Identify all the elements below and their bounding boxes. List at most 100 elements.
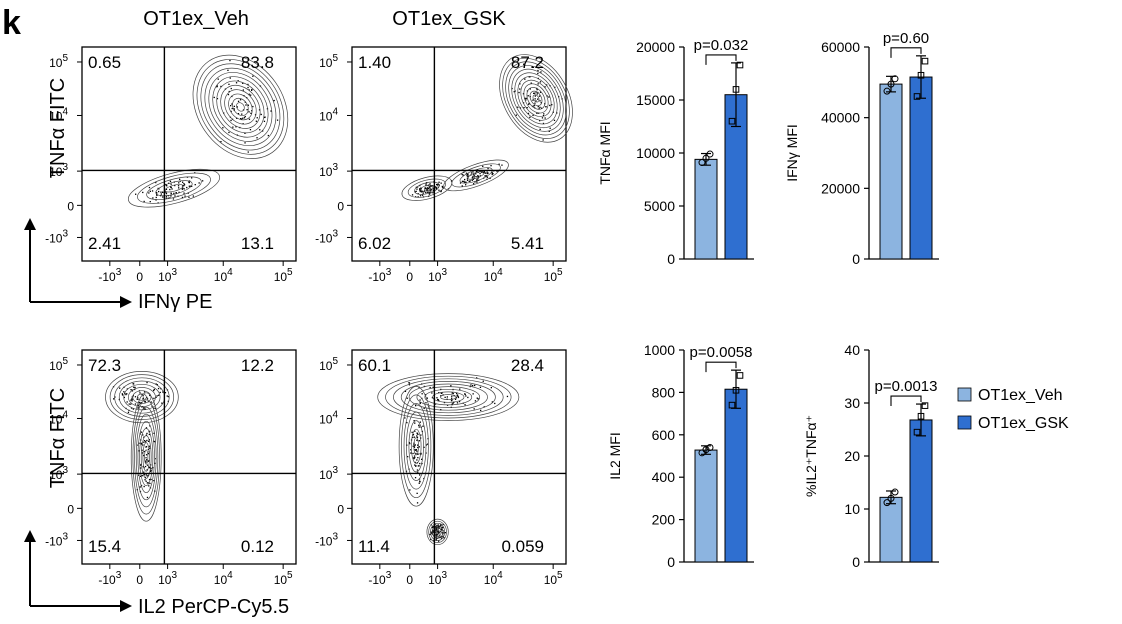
event-dot bbox=[183, 183, 185, 185]
density-contour bbox=[428, 520, 447, 543]
event-dot bbox=[456, 402, 459, 404]
event-dot bbox=[418, 446, 420, 448]
density-contour bbox=[432, 391, 465, 403]
event-dot bbox=[506, 395, 509, 398]
event-dot bbox=[145, 457, 147, 459]
event-dot bbox=[487, 172, 489, 174]
event-dot bbox=[146, 496, 149, 499]
event-dot bbox=[473, 408, 475, 410]
event-dot bbox=[418, 440, 420, 442]
event-dot bbox=[498, 163, 500, 165]
event-dot bbox=[494, 402, 496, 405]
event-dot bbox=[440, 190, 442, 192]
density-contour bbox=[431, 525, 444, 539]
event-dot bbox=[533, 105, 535, 107]
event-dot bbox=[126, 393, 128, 395]
event-dot bbox=[419, 480, 421, 482]
event-dot bbox=[142, 397, 145, 399]
event-dot bbox=[518, 91, 520, 94]
density-contour bbox=[140, 435, 152, 479]
event-dot bbox=[485, 172, 487, 174]
event-dot bbox=[263, 116, 266, 119]
event-dot bbox=[451, 395, 453, 397]
quadrant-value-q1: 1.40 bbox=[358, 53, 391, 72]
event-dot bbox=[482, 172, 484, 174]
event-dot bbox=[419, 399, 421, 401]
event-dot bbox=[145, 460, 147, 462]
event-dot bbox=[533, 92, 535, 94]
event-dot bbox=[149, 482, 151, 485]
event-dot bbox=[172, 198, 175, 200]
event-dot bbox=[232, 126, 234, 128]
event-dot bbox=[529, 116, 531, 118]
event-dot bbox=[121, 394, 124, 396]
event-dot bbox=[468, 180, 470, 182]
data-point bbox=[736, 61, 744, 69]
event-dot bbox=[416, 469, 419, 471]
event-dot bbox=[530, 82, 532, 84]
event-dot bbox=[237, 113, 240, 115]
event-dot bbox=[442, 535, 444, 537]
event-dot bbox=[150, 478, 152, 481]
event-dot bbox=[174, 195, 176, 197]
event-dot bbox=[471, 179, 473, 181]
event-dot bbox=[491, 401, 493, 403]
event-dot bbox=[536, 93, 538, 95]
event-dot bbox=[182, 187, 184, 189]
event-dot bbox=[154, 441, 156, 443]
event-dot bbox=[479, 386, 482, 388]
data-point bbox=[921, 57, 929, 65]
event-dot bbox=[154, 462, 156, 464]
event-dot bbox=[148, 433, 150, 436]
event-dot bbox=[158, 188, 160, 190]
event-dot bbox=[143, 406, 145, 409]
event-dot bbox=[432, 189, 434, 191]
y-tick-label: 0 bbox=[852, 251, 860, 267]
event-dot bbox=[183, 188, 185, 190]
event-dot bbox=[151, 190, 154, 192]
event-dot bbox=[140, 443, 143, 445]
event-dot bbox=[153, 397, 155, 399]
event-dot bbox=[164, 392, 167, 394]
density-contour bbox=[127, 387, 156, 408]
density-contour bbox=[385, 375, 512, 419]
event-dot bbox=[539, 106, 541, 108]
y-tick-exponent: 3 bbox=[62, 228, 68, 239]
event-dot bbox=[540, 107, 543, 109]
event-dot bbox=[149, 467, 151, 469]
event-dot bbox=[463, 180, 465, 183]
event-dot bbox=[417, 457, 419, 459]
event-dot bbox=[526, 107, 528, 109]
event-dot bbox=[134, 396, 137, 398]
event-dot bbox=[247, 151, 249, 153]
flow-plot-frame bbox=[351, 349, 567, 565]
event-dot bbox=[162, 391, 164, 393]
event-dot bbox=[248, 111, 250, 113]
event-dot bbox=[429, 386, 431, 389]
event-dot bbox=[544, 86, 546, 88]
y-tick-label: 0 bbox=[667, 554, 675, 570]
y-tick-label: 5000 bbox=[644, 198, 675, 214]
event-dot bbox=[442, 187, 444, 189]
event-dot bbox=[262, 130, 264, 132]
bar-veh bbox=[694, 158, 718, 260]
event-dot bbox=[123, 391, 125, 393]
event-dot bbox=[437, 531, 439, 533]
event-dot bbox=[408, 382, 411, 384]
event-dot bbox=[477, 175, 479, 177]
density-contour bbox=[435, 529, 440, 535]
event-dot bbox=[130, 407, 133, 409]
event-dot bbox=[413, 455, 416, 457]
event-dot bbox=[424, 187, 426, 189]
data-point bbox=[736, 372, 744, 379]
event-dot bbox=[548, 130, 550, 132]
event-dot bbox=[228, 90, 230, 93]
event-dot bbox=[421, 393, 423, 395]
event-dot bbox=[486, 176, 489, 178]
flow-plot-r2-c1: 72.3 12.215.4 0.12-103 0 103 104 1051051041030… bbox=[45, 349, 297, 587]
event-dot bbox=[427, 184, 429, 187]
event-dot bbox=[161, 402, 163, 404]
event-dot bbox=[248, 89, 250, 91]
event-dot bbox=[420, 452, 422, 454]
event-dot bbox=[464, 178, 466, 181]
